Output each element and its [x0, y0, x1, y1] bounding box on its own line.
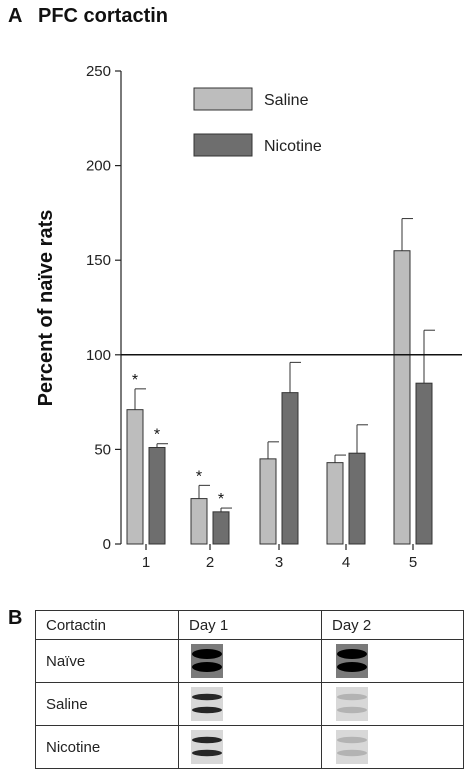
- bar-saline: [190, 498, 208, 545]
- x-tick-label: 4: [342, 554, 350, 571]
- blot-band: [337, 736, 367, 744]
- blot-band: [337, 649, 367, 659]
- blot-band: [192, 749, 222, 757]
- y-tick-label: 50: [94, 441, 111, 458]
- blot-band: [337, 706, 367, 714]
- blot-cell-day1: [178, 639, 322, 683]
- blot-band: [337, 662, 367, 672]
- panel-b-letter: B: [8, 607, 23, 629]
- blot-header-protein: Cortactin: [35, 610, 179, 640]
- legend-label: Nicotine: [264, 138, 322, 155]
- y-tick-label: 150: [86, 252, 111, 269]
- blot-band-image: [191, 687, 223, 721]
- blot-cell-day2: [321, 725, 464, 769]
- blot-row: Naïve: [35, 639, 464, 683]
- blot-band-image: [336, 687, 368, 721]
- y-tick-label: 200: [86, 158, 111, 175]
- blot-band-image: [336, 730, 368, 764]
- blot-cell-day1: [178, 682, 322, 726]
- legend-swatch: [193, 87, 253, 111]
- blot-band-image: [336, 644, 368, 678]
- blot-background: [191, 730, 223, 764]
- x-tick-label: 2: [206, 554, 214, 571]
- blot-cell-day1: [178, 725, 322, 769]
- blot-band: [337, 749, 367, 757]
- bar-nicotine: [415, 382, 433, 545]
- significance-star: *: [132, 372, 138, 389]
- blot-row-label: Nicotine: [35, 725, 179, 769]
- significance-star: *: [218, 491, 224, 508]
- y-tick-label: 100: [86, 347, 111, 364]
- x-tick-label: 1: [142, 554, 150, 571]
- blot-background: [191, 687, 223, 721]
- bar-nicotine: [148, 447, 166, 545]
- bar-saline: [259, 458, 277, 545]
- blot-band: [192, 662, 222, 672]
- western-blot-table: Cortactin Day 1 Day 2 Naïve Saline Nicot…: [35, 610, 464, 769]
- blot-cell-day2: [321, 682, 464, 726]
- blot-band: [192, 736, 222, 744]
- significance-star: *: [154, 427, 160, 444]
- blot-band-image: [191, 730, 223, 764]
- y-tick-label: 0: [103, 536, 111, 553]
- blot-row: Saline: [35, 682, 464, 726]
- chart-title: PFC cortactin: [38, 5, 169, 27]
- x-tick-label: 3: [275, 554, 283, 571]
- x-tick-label: 5: [409, 554, 417, 571]
- legend-label: Saline: [264, 92, 309, 109]
- blot-header-day2: Day 2: [321, 610, 464, 640]
- blot-header-row: Cortactin Day 1 Day 2: [35, 610, 464, 640]
- blot-band-image: [191, 644, 223, 678]
- bar-nicotine: [212, 511, 230, 545]
- panel-a-letter: A: [8, 5, 23, 27]
- blot-background: [336, 687, 368, 721]
- bar-saline: [326, 462, 344, 545]
- blot-header-day1: Day 1: [178, 610, 322, 640]
- blot-band: [192, 693, 222, 701]
- blot-band: [192, 706, 222, 714]
- blot-row-label: Saline: [35, 682, 179, 726]
- bar-nicotine: [348, 452, 366, 545]
- blot-background: [336, 730, 368, 764]
- y-tick-label: 250: [86, 63, 111, 80]
- bar-chart: 0 50 100 150 200 250 Percent of naïve rats 1 2 3 4…: [35, 63, 462, 571]
- legend-swatch: [193, 133, 253, 157]
- y-axis-label: Percent of naïve rats: [35, 210, 57, 407]
- blot-band: [337, 693, 367, 701]
- blot-row: Nicotine: [35, 725, 464, 769]
- significance-star: *: [196, 468, 202, 485]
- bar-saline: [393, 250, 411, 545]
- blot-band: [192, 649, 222, 659]
- blot-cell-day2: [321, 639, 464, 683]
- bar-saline: [126, 409, 144, 545]
- bar-nicotine: [281, 392, 299, 545]
- blot-row-label: Naïve: [35, 639, 179, 683]
